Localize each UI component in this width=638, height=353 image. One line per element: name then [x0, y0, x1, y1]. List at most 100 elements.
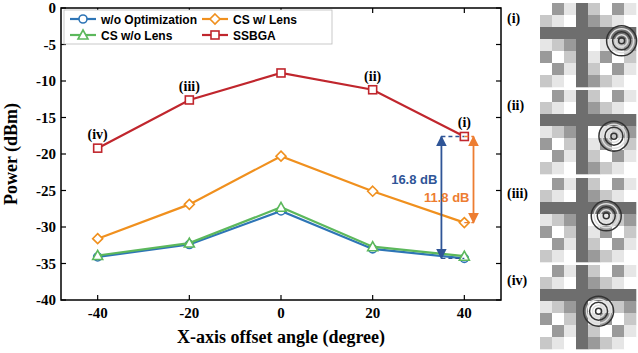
- panel-cell: [588, 3, 600, 15]
- panel-cell: [564, 114, 576, 126]
- series-line: [98, 207, 465, 256]
- panel-cell: [552, 39, 564, 51]
- panel-cell: [576, 265, 588, 277]
- point-annotation: (iii): [179, 79, 200, 95]
- panel-ring: [584, 296, 614, 326]
- y-tick-label: -40: [36, 292, 56, 308]
- panel-cell: [564, 178, 576, 190]
- y-tick: [61, 190, 66, 191]
- panel-cell: [588, 75, 600, 87]
- panel-cell: [624, 202, 636, 214]
- panel-cell: [612, 325, 624, 337]
- panel-cell: [612, 90, 624, 102]
- panel-cell: [540, 238, 552, 250]
- panel-cell: [552, 265, 564, 277]
- series-marker: [276, 151, 286, 161]
- panel-cell: [540, 39, 552, 51]
- legend-marker: [79, 15, 87, 23]
- panel-cell: [564, 75, 576, 87]
- arrow-guide: [441, 136, 464, 137]
- panel-ring: [607, 26, 637, 56]
- panel-cell: [624, 114, 636, 126]
- panel-cell: [600, 337, 612, 349]
- arrow-label: 11.8 dB: [424, 190, 470, 205]
- series-marker: [368, 242, 378, 251]
- panel-cell: [624, 102, 636, 114]
- panel-cell: [600, 51, 612, 63]
- panel-cell: [564, 250, 576, 262]
- panel-cell: [588, 238, 600, 250]
- panel-cell: [576, 63, 588, 75]
- panel-ring: [603, 213, 609, 219]
- panel-cell: [540, 114, 552, 126]
- panel-cell: [552, 325, 564, 337]
- y-tick: [496, 153, 501, 154]
- panel-ring: [590, 302, 608, 320]
- panel-cell: [540, 190, 552, 202]
- panel-cell: [612, 162, 624, 174]
- y-tick: [496, 299, 501, 300]
- panel-ring: [587, 299, 611, 323]
- panel-cell: [552, 178, 564, 190]
- panel-cell: [624, 214, 636, 226]
- panel-cell: [600, 277, 612, 289]
- panel-cell: [612, 190, 624, 202]
- panel-cell: [540, 102, 552, 114]
- panel-label: (iii): [507, 186, 528, 202]
- panel-cell: [540, 301, 552, 313]
- panel-cell: [576, 126, 588, 138]
- panel-cell: [552, 214, 564, 226]
- panel-cell: [576, 250, 588, 262]
- panel-cell: [612, 337, 624, 349]
- panel-ring: [591, 201, 621, 231]
- panel-cell: [552, 27, 564, 39]
- panel-cell: [588, 150, 600, 162]
- panel-cell: [564, 63, 576, 75]
- series-marker: [185, 96, 193, 104]
- arrow-label: 16.8 dB: [391, 172, 437, 187]
- panel-cell: [624, 3, 636, 15]
- y-tick-label: -30: [36, 219, 56, 235]
- panel-cell: [552, 301, 564, 313]
- panel-cell: [564, 238, 576, 250]
- y-tick-label: 0: [49, 0, 57, 16]
- y-tick-label: -25: [36, 183, 56, 199]
- panel-cell: [624, 277, 636, 289]
- panel-cell: [588, 27, 600, 39]
- panel-cell: [552, 3, 564, 15]
- panel-cell: [564, 265, 576, 277]
- panel-cell: [600, 90, 612, 102]
- point-annotation: (i): [458, 115, 472, 131]
- panel-ring: [608, 130, 620, 142]
- panel-cell: [588, 337, 600, 349]
- panel-ring: [594, 204, 618, 228]
- panel-cell: [540, 15, 552, 27]
- panel-cell: [552, 162, 564, 174]
- panel-cell: [588, 178, 600, 190]
- chart: -40-2002040-40-35-30-25-20-15-10-50X-axi…: [0, 0, 638, 353]
- panel-cell: [576, 114, 588, 126]
- y-tick: [61, 299, 66, 300]
- y-tick-label: -20: [36, 146, 56, 162]
- panel-cell: [540, 250, 552, 262]
- plot-data: [93, 69, 470, 262]
- panel-label: (i): [507, 11, 521, 27]
- x-tick: [464, 8, 465, 13]
- panel-cell: [564, 102, 576, 114]
- panel-cell: [612, 3, 624, 15]
- panel-cell: [576, 202, 588, 214]
- panel-cell: [612, 277, 624, 289]
- panel-cell: [540, 75, 552, 87]
- panel-cell: [612, 289, 624, 301]
- panel-cell: [552, 126, 564, 138]
- panel-cell: [540, 313, 552, 325]
- panel-cell: [540, 126, 552, 138]
- panel-cell: [576, 51, 588, 63]
- series-marker: [277, 69, 285, 77]
- y-tick: [496, 190, 501, 191]
- panel-cell: [552, 250, 564, 262]
- panel-cell: [552, 202, 564, 214]
- panel-cell: [552, 150, 564, 162]
- panel-cell: [588, 250, 600, 262]
- x-tick: [189, 295, 190, 300]
